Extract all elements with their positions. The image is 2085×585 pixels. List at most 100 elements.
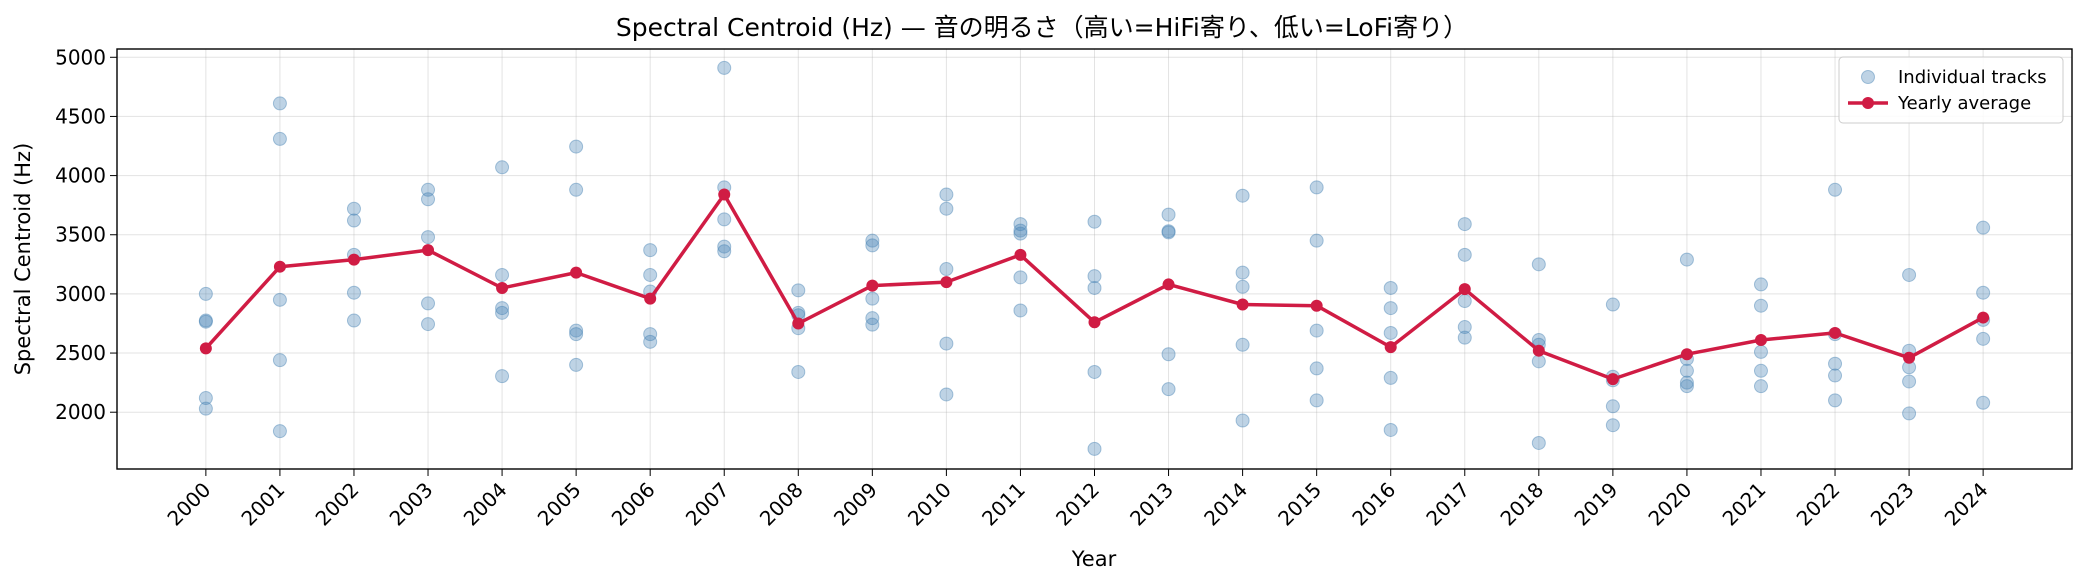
track-point bbox=[1309, 233, 1324, 248]
track-point bbox=[1605, 297, 1620, 312]
track-point bbox=[643, 327, 658, 342]
x-tick-label: 2011 bbox=[977, 478, 1030, 531]
track-point bbox=[346, 285, 361, 300]
track-point bbox=[1161, 382, 1176, 397]
track-point bbox=[198, 313, 213, 328]
track-point bbox=[865, 317, 880, 332]
track-point bbox=[1309, 393, 1324, 408]
track-point bbox=[1161, 224, 1176, 239]
yearly-average-point bbox=[718, 188, 731, 201]
yearly-average-point bbox=[1014, 248, 1027, 261]
yearly-average-point bbox=[1680, 348, 1693, 361]
yearly-average-point bbox=[792, 317, 805, 330]
track-point bbox=[1161, 225, 1176, 240]
track-point bbox=[1013, 303, 1028, 318]
track-point bbox=[1383, 301, 1398, 316]
x-tick-label: 2007 bbox=[681, 478, 734, 531]
track-point bbox=[421, 296, 436, 311]
track-point bbox=[1087, 280, 1102, 295]
track-point bbox=[1457, 217, 1472, 232]
track-point bbox=[421, 192, 436, 207]
track-point bbox=[1013, 217, 1028, 232]
track-point bbox=[1605, 399, 1620, 414]
track-point bbox=[1828, 356, 1843, 371]
x-tick-label: 2021 bbox=[1718, 478, 1771, 531]
x-tick-label: 2019 bbox=[1569, 478, 1622, 531]
track-point bbox=[643, 243, 658, 258]
scatter-layer bbox=[198, 60, 1991, 456]
yearly-average-point bbox=[273, 260, 286, 273]
track-point bbox=[198, 391, 213, 406]
track-point bbox=[1235, 265, 1250, 280]
track-point bbox=[1457, 320, 1472, 335]
x-tick-label: 2014 bbox=[1199, 478, 1252, 531]
x-tick-label: 2006 bbox=[607, 478, 660, 531]
y-tick-label: 3500 bbox=[55, 223, 106, 247]
track-point bbox=[272, 131, 287, 146]
track-point bbox=[643, 267, 658, 282]
track-point bbox=[939, 187, 954, 202]
x-tick-label: 2008 bbox=[755, 478, 808, 531]
track-point bbox=[1753, 379, 1768, 394]
x-tick-label: 2009 bbox=[829, 478, 882, 531]
yearly-average-point bbox=[940, 276, 953, 289]
yearly-average-point bbox=[1458, 283, 1471, 296]
x-tick-label: 2012 bbox=[1051, 478, 1104, 531]
track-point bbox=[346, 213, 361, 228]
legend-box bbox=[1838, 56, 2064, 124]
yearly-average-point bbox=[1088, 316, 1101, 329]
track-point bbox=[1013, 223, 1028, 238]
track-point bbox=[1161, 347, 1176, 362]
y-tick-label: 2000 bbox=[55, 400, 106, 424]
track-point bbox=[1976, 220, 1991, 235]
track-point bbox=[1013, 270, 1028, 285]
track-point bbox=[1235, 279, 1250, 294]
track-point bbox=[939, 336, 954, 351]
x-tick-label: 2017 bbox=[1421, 478, 1474, 531]
legend-label-yearly-average: Yearly average bbox=[1897, 93, 2031, 114]
track-point bbox=[421, 317, 436, 332]
yearly-average-point bbox=[1829, 326, 1842, 339]
track-point bbox=[1309, 361, 1324, 376]
track-point bbox=[1753, 363, 1768, 378]
yearly-average-point bbox=[1606, 373, 1619, 386]
yearly-average-point bbox=[1903, 351, 1916, 364]
yearly-average-point bbox=[422, 244, 435, 257]
y-axis: 2000 2500 3000 3500 4000 4500 5000 bbox=[55, 45, 117, 424]
track-point bbox=[1309, 323, 1324, 338]
x-tick-label: 2015 bbox=[1273, 478, 1326, 531]
track-point bbox=[1828, 182, 1843, 197]
track-point bbox=[1902, 406, 1917, 421]
track-point bbox=[1828, 368, 1843, 383]
track-point bbox=[495, 305, 510, 320]
y-tick-label: 5000 bbox=[55, 45, 106, 69]
track-point bbox=[865, 238, 880, 253]
track-point bbox=[569, 139, 584, 154]
track-point bbox=[865, 233, 880, 248]
yearly-average-point bbox=[1162, 278, 1175, 291]
y-axis-label: Spectral Centroid (Hz) bbox=[11, 143, 35, 376]
track-point bbox=[717, 244, 732, 259]
track-point bbox=[1902, 267, 1917, 282]
track-point bbox=[1531, 435, 1546, 450]
x-tick-label: 2005 bbox=[533, 478, 586, 531]
track-point bbox=[1679, 363, 1694, 378]
track-point bbox=[1828, 393, 1843, 408]
track-point bbox=[1383, 422, 1398, 437]
track-point bbox=[717, 60, 732, 75]
yearly-average-point bbox=[644, 292, 657, 305]
track-point bbox=[495, 160, 510, 175]
track-point bbox=[939, 262, 954, 277]
x-tick-label: 2013 bbox=[1125, 478, 1178, 531]
track-point bbox=[791, 364, 806, 379]
legend: Individual tracks Yearly average bbox=[1838, 56, 2064, 124]
track-point bbox=[421, 182, 436, 197]
track-point bbox=[1605, 418, 1620, 433]
track-point bbox=[272, 424, 287, 439]
track-point bbox=[1087, 214, 1102, 229]
track-point bbox=[1976, 331, 1991, 346]
track-point bbox=[198, 286, 213, 301]
track-point bbox=[1383, 370, 1398, 385]
track-point bbox=[939, 201, 954, 216]
yearly-average-point bbox=[866, 279, 879, 292]
